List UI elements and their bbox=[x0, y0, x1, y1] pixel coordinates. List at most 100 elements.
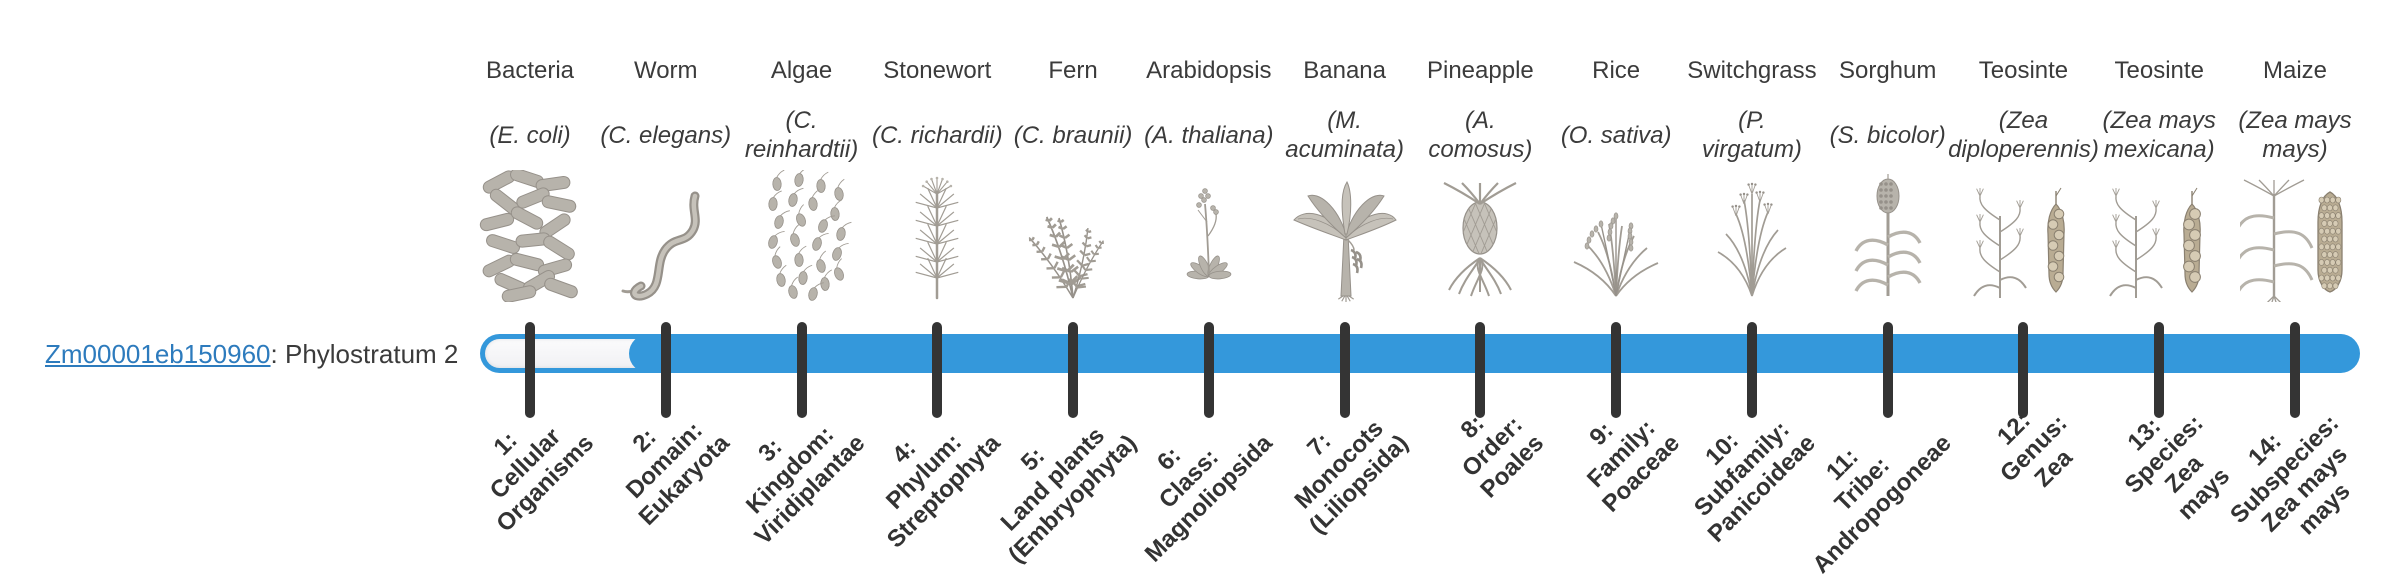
organism-species-line: virgatum) bbox=[1701, 136, 1802, 163]
organism-column: Rice (O. sativa) bbox=[1531, 56, 1701, 174]
organism-name: Stonewort bbox=[883, 57, 992, 84]
phylostratum-tick bbox=[932, 322, 943, 418]
phylostratum-label: 9: Family: Poaceae bbox=[1557, 390, 1685, 518]
organism-name: Maize bbox=[2262, 57, 2328, 84]
phylostratum-tick bbox=[1746, 322, 1757, 418]
gene-annotation: : Phylostratum 2 bbox=[270, 338, 459, 369]
organism-species-line: acuminata) bbox=[1285, 136, 1404, 163]
organism-species-line: (E. coli) bbox=[489, 121, 571, 149]
organism-column: Stonewort (C. richardii) bbox=[852, 56, 1022, 174]
organism-name: Bacteria bbox=[485, 57, 575, 84]
organism-species-line: (C. bbox=[785, 107, 818, 134]
organism-species-line: (M. bbox=[1327, 107, 1362, 134]
organism-species: (E. coli) bbox=[445, 96, 615, 174]
phylostratum-label: 4: Phylum: Streptophyta bbox=[843, 390, 1007, 554]
organism-column: Maize (Zea mays mays) bbox=[2210, 56, 2380, 174]
organism-species-line: (C. braunii) bbox=[1013, 121, 1133, 149]
worm-icon bbox=[600, 168, 732, 302]
organism-species-line: (Zea bbox=[1998, 107, 2049, 134]
phylostratum-label: 7: Monocots (Liliopsida) bbox=[1264, 390, 1414, 540]
phylostratum-label: 8: Order: Poales bbox=[1436, 390, 1550, 504]
fern-icon bbox=[1007, 168, 1139, 302]
organism-name: Sorghum bbox=[1838, 57, 1937, 84]
algae-icon bbox=[736, 168, 868, 302]
pineapple-icon bbox=[1414, 168, 1546, 302]
organism-column: Worm (C. elegans) bbox=[581, 56, 751, 174]
gene-link[interactable]: Zm00001eb150960 bbox=[45, 338, 271, 369]
organism-species-line: (A. thaliana) bbox=[1144, 121, 1274, 149]
phylostratum-label: 11: Tribe: Andropogoneae bbox=[1768, 390, 1958, 580]
organism-species-line: (C. richardii) bbox=[871, 121, 1003, 149]
phylostratum-label: 3: Kingdom: Viridiplantae bbox=[710, 390, 871, 551]
maize-icon bbox=[2229, 168, 2361, 302]
phylostratum-label: 1: Cellular Organisms bbox=[451, 390, 599, 538]
organism-column: Algae (C. reinhardtii) bbox=[717, 56, 887, 174]
organism-species-line: (P. bbox=[1738, 107, 1766, 134]
phylostratum-tick bbox=[1339, 322, 1350, 418]
organism-column: Fern (C. braunii) bbox=[988, 56, 1158, 174]
phylostratum-label: 13: Species: Zea mays bbox=[2099, 390, 2248, 539]
organism-species: (P. virgatum) bbox=[1667, 96, 1837, 174]
organism-species: (A. thaliana) bbox=[1124, 96, 1294, 174]
teosinte-icon bbox=[1957, 168, 2089, 302]
organism-name: Teosinte bbox=[2114, 57, 2204, 84]
organism-column: Pineapple (A. comosus) bbox=[1395, 56, 1565, 174]
phylostratum-label: 5: Land plants (Embryophyta) bbox=[963, 390, 1142, 569]
phylostratum-label: 6: Class: Magnoliopsida bbox=[1100, 390, 1278, 568]
organism-species-line: (O. sativa) bbox=[1560, 121, 1672, 149]
bacteria-icon bbox=[464, 168, 596, 302]
organism-species: (C. reinhardtii) bbox=[717, 96, 887, 174]
phylostratum-tick bbox=[1203, 322, 1214, 418]
organism-species-line: mays) bbox=[2262, 136, 2328, 163]
organism-column: Teosinte (Zea mays mexicana) bbox=[2074, 56, 2244, 174]
organism-name: Pineapple bbox=[1426, 57, 1534, 84]
organism-species: (Zea diploperennis) bbox=[1938, 96, 2108, 174]
organism-species-line: comosus) bbox=[1428, 136, 1533, 163]
organism-name: Switchgrass bbox=[1687, 57, 1817, 84]
phylostratum-tick bbox=[525, 322, 535, 418]
organism-column: Banana (M. acuminata) bbox=[1260, 56, 1430, 174]
organism-name: Rice bbox=[1592, 57, 1641, 84]
organism-species: (M. acuminata) bbox=[1260, 96, 1430, 174]
organism-species: (C. richardii) bbox=[852, 96, 1022, 174]
stonewort-icon bbox=[871, 168, 1003, 302]
teosinte-ear-icon bbox=[2093, 168, 2225, 302]
organism-column: Bacteria (E. coli) bbox=[445, 56, 615, 174]
organism-species: (C. elegans) bbox=[581, 96, 751, 174]
phylostratum-label: 2: Domain: Eukaryota bbox=[594, 390, 735, 531]
organism-species-line: (C. elegans) bbox=[600, 121, 732, 149]
switchgrass-icon bbox=[1686, 168, 1818, 302]
phylostratum-tick bbox=[660, 322, 671, 418]
phylostratum-tick bbox=[1475, 322, 1486, 418]
phylostratum-tick bbox=[796, 322, 807, 418]
organism-species-line: (A. bbox=[1465, 107, 1496, 134]
phylostratum-tick bbox=[1068, 322, 1079, 418]
organism-name: Banana bbox=[1303, 57, 1386, 84]
organism-name: Arabidopsis bbox=[1146, 57, 1272, 84]
organism-species-line: mexicana) bbox=[2103, 136, 2215, 163]
organism-name: Fern bbox=[1048, 57, 1098, 84]
organism-species: (C. braunii) bbox=[988, 96, 1158, 174]
phylostratum-tick bbox=[2154, 322, 2165, 418]
organism-species: (Zea mays mexicana) bbox=[2074, 96, 2244, 174]
phylostratum-label: 12: Genus: Zea bbox=[1975, 390, 2093, 508]
organism-name: Worm bbox=[633, 57, 698, 84]
arabidopsis-icon bbox=[1143, 168, 1275, 302]
organism-species: (Zea mays mays) bbox=[2210, 96, 2380, 174]
phylostratum-tick bbox=[1882, 322, 1893, 418]
organism-name: Teosinte bbox=[1978, 57, 2069, 84]
phylostratum-label: 14: Subspecies: Zea mays mays bbox=[2205, 390, 2384, 569]
organism-column: Arabidopsis (A. thaliana) bbox=[1124, 56, 1294, 174]
organism-column: Teosinte (Zea diploperennis) bbox=[1938, 56, 2108, 174]
timeline-filled-segment bbox=[629, 334, 2358, 373]
phylostratum-tick bbox=[2290, 322, 2300, 418]
organism-species-line: (S. bicolor) bbox=[1829, 121, 1946, 149]
organism-species-line: reinhardtii) bbox=[744, 136, 859, 163]
organism-species: (A. comosus) bbox=[1395, 96, 1565, 174]
gene-row-label: Zm00001eb150960: Phylostratum 2 bbox=[45, 334, 458, 374]
organism-column: Switchgrass (P. virgatum) bbox=[1667, 56, 1837, 174]
organism-species-line: (Zea mays bbox=[2102, 107, 2216, 134]
banana-icon bbox=[1279, 168, 1411, 302]
phylostratum-tick bbox=[1611, 322, 1622, 418]
